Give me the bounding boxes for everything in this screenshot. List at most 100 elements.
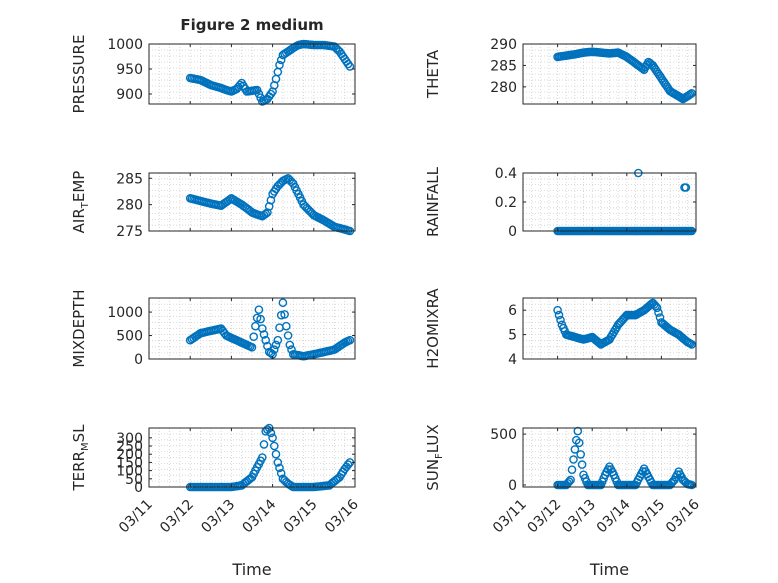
data-point [687,89,697,98]
panel-air-temp: 275 280 285 AIRTEMP [70,171,356,240]
data-point [275,60,284,70]
data-point [564,477,574,486]
x-tick-label: 03/14 [594,496,634,536]
y-tick-label: 0 [134,480,143,496]
axes-box [522,427,697,488]
x-axis-label: Time [589,560,629,579]
data-point [259,440,269,449]
y-tick-label: 1000 [107,37,143,53]
data-point [256,314,265,324]
y-tick-label: 900 [116,87,143,103]
data-point [553,305,562,315]
x-axis-label: Time [231,560,271,579]
y-tick-label: 1000 [107,305,143,321]
data-points [553,47,697,104]
data-point [268,433,277,443]
x-tick-label: 03/14 [240,496,280,536]
y-tick-label: 500 [490,427,517,443]
data-point [254,89,264,99]
grid [522,428,697,487]
x-tick-label: 03/15 [281,497,321,537]
y-tick-label: 0 [508,478,517,494]
x-tick-label: 03/11 [116,497,156,537]
data-point [249,332,258,342]
y-tick-label: 275 [116,224,143,240]
data-point [247,342,257,352]
x-tick-label: 03/16 [663,496,703,536]
y-tick-label: 280 [490,80,517,96]
y-axis-label: RAINFALL [424,166,442,237]
data-point [681,183,691,192]
data-point [283,331,293,340]
y-tick-label: 4 [508,352,517,368]
data-point [273,67,283,77]
y-axis-label: THETA [424,49,442,99]
y-tick-label: 285 [490,58,517,74]
data-point [569,455,578,464]
y-axis-label: AIRTEMP [70,171,91,234]
data-point [257,453,267,462]
y-axis-label: SUNFLUX [424,424,445,490]
axes-box [148,43,356,105]
data-point [285,340,295,350]
panel-terr-msl: 03/11 03/12 03/13 03/14 03/15 03/16 Time 050100… [70,423,362,579]
data-point [271,340,281,350]
x-tick-label: 03/16 [322,496,362,536]
y-tick-label: 290 [490,37,517,53]
data-point [345,62,355,71]
data-point [273,335,283,345]
data-point [251,321,260,331]
data-point [276,310,286,320]
data-point [275,323,284,333]
data-points [185,423,355,492]
data-point [254,305,264,315]
x-tick-label: 03/11 [490,497,530,537]
y-tick-label: 300 [116,431,143,447]
data-point [259,330,269,339]
data-point [577,460,587,469]
x-tick-label: 03/12 [525,497,565,537]
data-point [273,458,283,467]
y-axis-label: H2OMIXRA [424,288,442,369]
data-point [554,310,564,320]
data-point [647,299,656,309]
data-point [685,90,695,99]
data-point [266,195,276,205]
data-point [343,460,353,469]
y-axis-label: MIXDEPTH [70,289,88,367]
panel-mixdepth: 0 500 1000 MIXDEPTH [70,289,356,368]
y-tick-label: 280 [116,198,143,214]
y-tick-label: 5 [508,328,517,344]
data-point [263,341,272,351]
y-tick-label: 200 [116,447,143,463]
x-tick-label: 03/12 [157,497,197,537]
x-tick-label: 03/15 [628,497,668,537]
data-points [553,298,697,349]
y-tick-label: 150 [116,455,143,471]
data-point [278,298,288,308]
data-point [261,209,271,219]
axes-box [148,427,356,488]
data-point [687,340,697,349]
data-points [553,426,697,490]
x-tick-label: 03/13 [559,497,599,537]
panel-theta: 280 285 290 THETA [424,37,697,105]
data-points [185,173,355,236]
data-point [269,345,279,354]
axes-box [148,172,356,232]
data-point [556,315,565,325]
panel-pressure: 900 950 1000 PRESSURE [70,35,356,114]
data-point [576,450,586,459]
data-point [261,335,271,345]
y-tick-label: 500 [116,329,143,345]
x-tick-label: 03/13 [198,497,238,537]
data-point [276,468,286,478]
panel-h2omixra: 4 5 6 H2OMIXRA [424,288,697,369]
data-point [266,428,276,438]
y-axis-label: PRESSURE [70,35,88,114]
axes-box [522,43,697,105]
data-point [567,465,577,475]
data-point [345,335,355,345]
